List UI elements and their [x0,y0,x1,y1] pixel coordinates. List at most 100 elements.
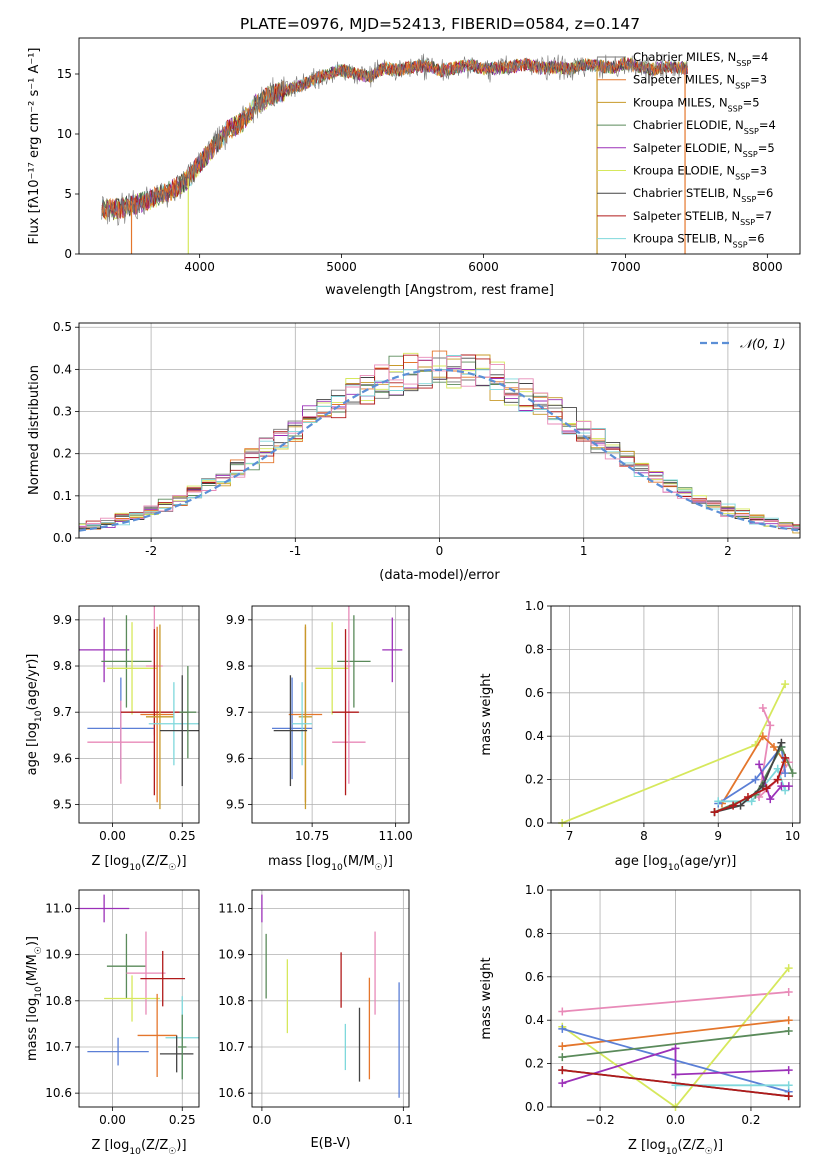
x-tick-label: 9 [714,829,722,843]
label-part: ☉ [168,1147,176,1157]
label-part: Z [log [628,1138,666,1153]
plus-marker [788,769,797,778]
axes-frame [251,605,410,824]
y-tick-label: 10 [57,127,72,141]
legend-label: Chabrier STELIB, NSSP=6 [633,186,773,204]
plus-marker [784,1092,793,1101]
x-tick-label: 8000 [752,260,783,274]
x-axis-label: Z [log10(Z/Z☉)] [91,854,186,873]
label-part: Chabrier STELIB, N [633,186,741,200]
y-tick-label: 10.8 [45,994,72,1008]
label-part: Z [log [91,1138,129,1153]
y-axis-label: mass weight [479,673,494,755]
axes-frame [251,889,410,1108]
x-tick-label: -1 [289,544,301,558]
plus-marker [710,808,719,817]
label-part: Salpeter STELIB, N [633,209,740,223]
y-tick-label: 11.0 [218,901,245,915]
y-tick-label: 0.4 [525,1013,544,1027]
y-tick-label: 9.5 [53,798,72,812]
y-tick-label: 10.8 [218,994,245,1008]
series-line [721,734,786,804]
plus-marker [777,738,786,747]
label-part: 10 [668,863,680,873]
plus-marker [784,1081,793,1090]
label-part: =5 [758,141,775,155]
label-part: Z [log [91,854,129,869]
normal-reference-curve [79,368,800,532]
y-tick-label: 0 [64,247,72,261]
series-line [714,757,786,813]
label-part: 10 [666,1147,678,1157]
y-tick-label: 0.1 [53,489,72,503]
label-part: SSP [728,104,743,113]
y-tick-label: 9.9 [226,613,245,627]
legend-label: Chabrier ELODIE, NSSP=4 [633,118,776,136]
y-tick-label: 0.2 [525,1057,544,1071]
legend-label: Salpeter STELIB, NSSP=7 [633,209,772,227]
plus-marker [766,795,775,804]
plus-marker [784,1016,793,1025]
plus-marker [781,769,790,778]
legend-label: 𝒩(0, 1) [740,336,786,351]
plus-marker [784,782,793,791]
x-tick-label: 0.1 [394,1113,413,1127]
series-line [717,744,786,805]
y-tick-label: 9.8 [53,659,72,673]
label-part: SSP [741,195,756,204]
plus-marker [743,792,752,801]
plus-marker [781,786,790,795]
plus-marker [558,1024,567,1033]
x-axis-label: E(B-V) [310,1136,350,1151]
age-vs-mass-panel: 10.75 11.00 9.5 9.6 9.7 9.8 9.9 mass [log10(M/M… [226,605,413,873]
label-part: (Z/Z [141,854,168,869]
label-part: ☉ [168,863,176,873]
label-part: =6 [756,186,773,200]
axes-frame [78,37,801,255]
y-tick-label: 0.4 [53,362,72,376]
y-tick-label: 1.0 [525,599,544,613]
label-part: ☉ [34,946,44,954]
plus-marker [758,703,767,712]
y-tick-label: 15 [57,67,72,81]
plus-marker [558,1053,567,1062]
y-tick-label: 9.7 [53,705,72,719]
y-tick-label: 0.0 [525,816,544,830]
plus-marker [773,775,782,784]
y-tick-label: 10.6 [218,1086,245,1100]
spectrum-line [101,53,688,226]
label-part: Chabrier MILES, N [633,50,736,64]
spectrum-line [101,58,688,219]
x-tick-label: 0.00 [99,1113,126,1127]
axes-frame [78,605,200,824]
label-part: )] [713,1138,723,1153]
label-part: (Z/Z [141,1138,168,1153]
y-tick-label: 1.0 [525,883,544,897]
label-part: (age/yr)] [25,654,40,711]
mass-vs-extinction-panel: 0.0 0.1 10.6 10.7 10.8 10.9 11.0 E(B-V) [218,889,413,1151]
x-tick-label: 10 [785,829,800,843]
spectrum-line [101,57,688,219]
y-tick-label: 10.6 [45,1086,72,1100]
label-part: =3 [750,164,767,178]
label-part: 10 [129,863,141,873]
label-part: )] [176,854,186,869]
label-part: =7 [755,209,772,223]
plus-marker [747,797,756,806]
x-axis-label: (data-model)/error [379,568,500,583]
plus-marker [773,764,782,773]
x-axis-label: Z [log10(Z/Z☉)] [628,1138,723,1157]
plus-marker [777,782,786,791]
label-part: =3 [750,73,767,87]
x-tick-label: 5000 [326,260,357,274]
y-tick-label: 0.4 [525,729,544,743]
plus-marker [784,964,793,973]
axes-frame [550,889,801,1108]
y-tick-label: 11.0 [45,901,72,915]
y-tick-label: 10.9 [218,948,245,962]
legend-label: Salpeter MILES, NSSP=3 [633,73,767,91]
y-axis-label: mass weight [479,957,494,1039]
label-part: SSP [743,149,758,158]
